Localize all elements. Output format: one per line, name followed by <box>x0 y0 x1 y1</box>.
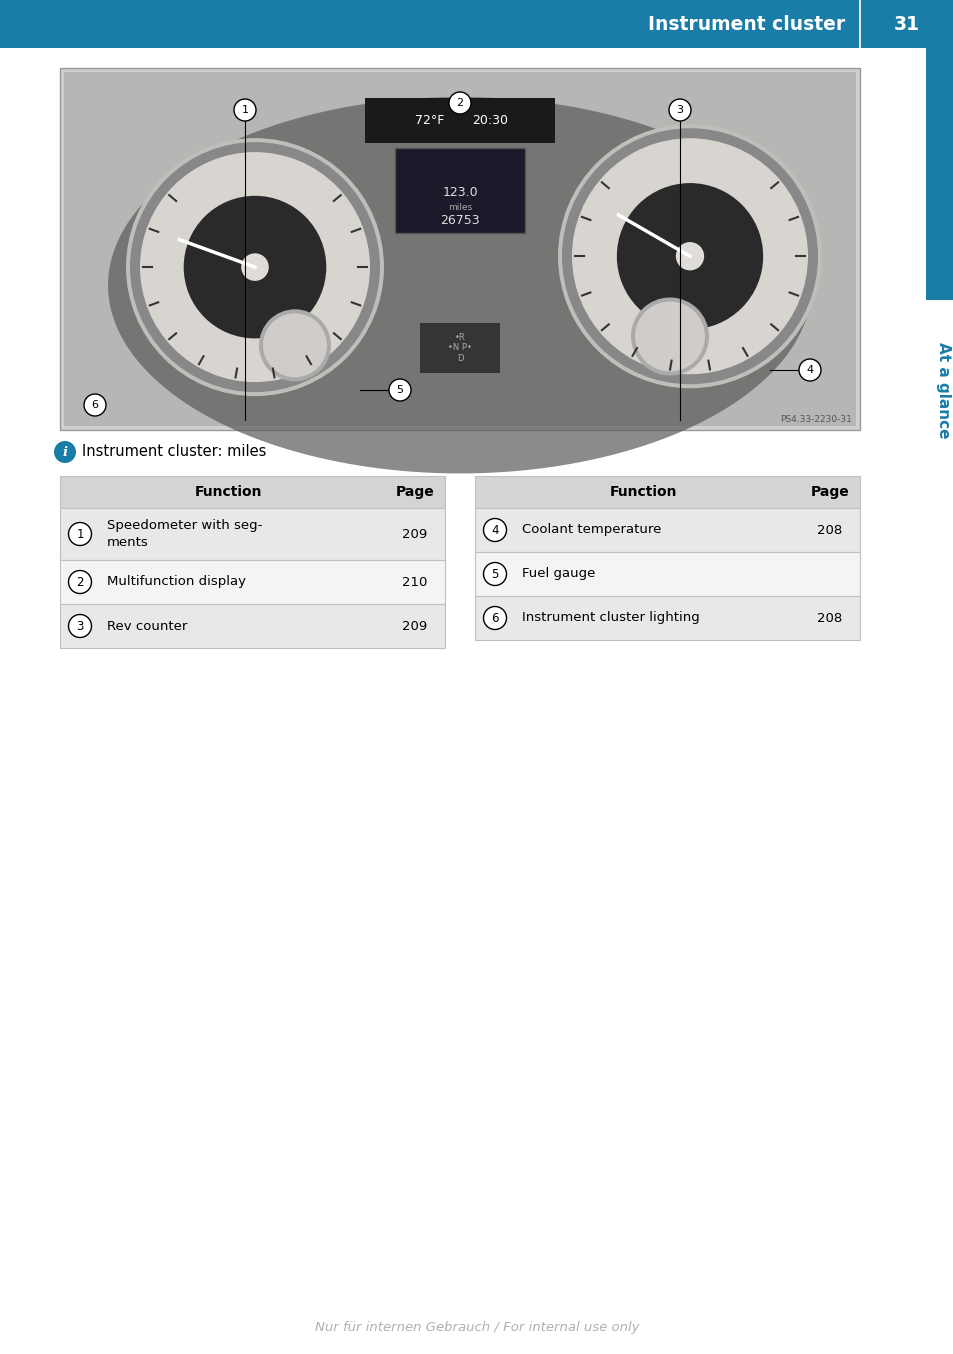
Text: ments: ments <box>107 535 149 548</box>
Text: 5: 5 <box>396 385 403 395</box>
Circle shape <box>635 302 704 371</box>
Polygon shape <box>108 97 811 474</box>
Text: 20:30: 20:30 <box>472 114 507 126</box>
Circle shape <box>483 519 506 542</box>
Circle shape <box>675 242 703 271</box>
Text: Speedometer with seg-: Speedometer with seg- <box>107 520 262 532</box>
Text: Multifunction display: Multifunction display <box>107 575 246 589</box>
Text: 72°F: 72°F <box>415 114 444 126</box>
Text: 210: 210 <box>402 575 427 589</box>
Bar <box>60 477 444 508</box>
Bar <box>395 148 524 233</box>
Text: 3: 3 <box>76 620 84 632</box>
Circle shape <box>561 129 817 385</box>
Bar <box>475 596 859 640</box>
Text: 2: 2 <box>456 97 463 108</box>
Text: 31: 31 <box>893 15 919 34</box>
Text: Instrument cluster: miles: Instrument cluster: miles <box>82 444 266 459</box>
Circle shape <box>668 99 690 121</box>
Text: 123.0: 123.0 <box>442 187 477 199</box>
Bar <box>475 552 859 596</box>
Circle shape <box>483 607 506 630</box>
Bar <box>365 97 555 144</box>
Text: i: i <box>63 445 68 459</box>
Circle shape <box>799 359 821 380</box>
Bar <box>0 0 953 47</box>
Bar <box>925 47 953 301</box>
Text: 4: 4 <box>491 524 498 536</box>
Text: Function: Function <box>194 485 262 500</box>
Circle shape <box>558 125 821 389</box>
Text: Nur für internen Gebrauch / For internal use only: Nur für internen Gebrauch / For internal… <box>314 1322 639 1335</box>
Circle shape <box>483 562 506 585</box>
Circle shape <box>130 142 379 393</box>
Circle shape <box>263 313 327 378</box>
Text: 3: 3 <box>676 106 682 115</box>
Text: Function: Function <box>609 485 677 500</box>
Text: PS4.33-2230-31: PS4.33-2230-31 <box>780 414 851 424</box>
Text: Instrument cluster lighting: Instrument cluster lighting <box>521 612 699 624</box>
Text: •R
•N P•
D: •R •N P• D <box>448 333 472 363</box>
Bar <box>60 561 444 604</box>
Text: 1: 1 <box>76 528 84 540</box>
Bar <box>475 477 859 508</box>
Circle shape <box>233 99 255 121</box>
Circle shape <box>630 298 708 375</box>
Text: 6: 6 <box>91 399 98 410</box>
Text: Instrument cluster: Instrument cluster <box>647 15 844 34</box>
Circle shape <box>449 92 471 114</box>
Circle shape <box>258 309 331 382</box>
Text: Fuel gauge: Fuel gauge <box>521 567 595 581</box>
Text: 4: 4 <box>805 366 813 375</box>
Circle shape <box>84 394 106 416</box>
Text: 209: 209 <box>402 620 427 632</box>
Circle shape <box>184 196 326 338</box>
Circle shape <box>69 570 91 593</box>
Bar <box>419 324 499 372</box>
Text: Rev counter: Rev counter <box>107 620 187 632</box>
Text: 26753: 26753 <box>439 214 479 227</box>
Text: 208: 208 <box>817 612 841 624</box>
Circle shape <box>69 523 91 546</box>
Bar <box>475 508 859 552</box>
Circle shape <box>617 183 762 329</box>
Bar <box>60 68 859 431</box>
Bar <box>60 604 444 649</box>
Circle shape <box>69 615 91 638</box>
Text: 6: 6 <box>491 612 498 624</box>
Text: 208: 208 <box>817 524 841 536</box>
Text: 1: 1 <box>241 106 248 115</box>
Text: 5: 5 <box>491 567 498 581</box>
Circle shape <box>126 138 384 397</box>
Circle shape <box>389 379 411 401</box>
Circle shape <box>54 441 76 463</box>
Text: At a glance: At a glance <box>936 341 950 439</box>
Bar <box>60 508 444 561</box>
Text: miles: miles <box>447 203 472 213</box>
Text: Page: Page <box>810 485 848 500</box>
Circle shape <box>572 138 807 374</box>
Text: Coolant temperature: Coolant temperature <box>521 524 660 536</box>
Text: 2: 2 <box>76 575 84 589</box>
Text: Page: Page <box>395 485 434 500</box>
Text: 209: 209 <box>402 528 427 540</box>
Circle shape <box>140 152 370 382</box>
Bar <box>64 72 855 427</box>
Circle shape <box>241 253 269 280</box>
